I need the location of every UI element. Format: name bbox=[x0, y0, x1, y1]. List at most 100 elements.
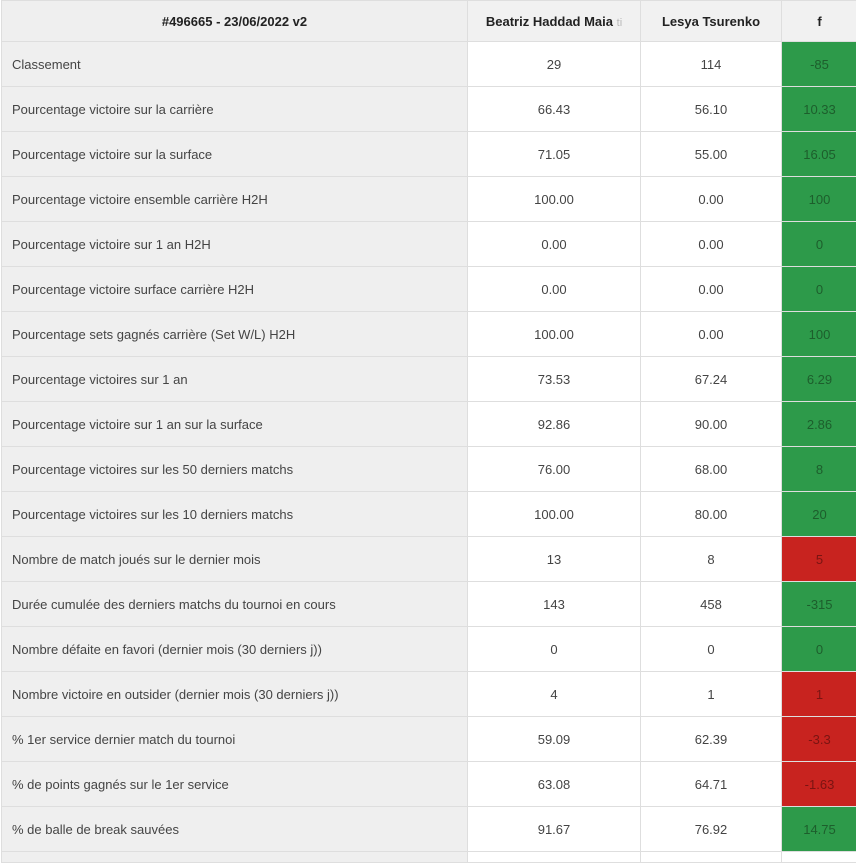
table-row: Nombre de match joués sur le dernier moi… bbox=[2, 537, 856, 582]
diff-value: -315 bbox=[782, 582, 856, 627]
diff-value: 2.86 bbox=[782, 402, 856, 447]
stat-label: Pourcentage victoire sur 1 an H2H bbox=[2, 222, 468, 267]
diff-header[interactable]: f bbox=[782, 1, 856, 42]
stat-label: Pourcentage victoires sur les 10 dernier… bbox=[2, 492, 468, 537]
table-row: Pourcentage victoire ensemble carrière H… bbox=[2, 177, 856, 222]
stat-label: Pourcentage victoire sur la carrière bbox=[2, 87, 468, 132]
player2-value: 0.00 bbox=[641, 267, 782, 312]
player1-overflow-text: ti bbox=[617, 17, 623, 29]
table-row: Pourcentage sets gagnés carrière (Set W/… bbox=[2, 312, 856, 357]
stat-label: % de points gagnés sur le 1er service bbox=[2, 762, 468, 807]
stat-label: Durée cumulée des derniers matchs du tou… bbox=[2, 582, 468, 627]
player1-value: 66.43 bbox=[468, 87, 641, 132]
table-row-partial bbox=[2, 852, 856, 863]
player1-value: 0.00 bbox=[468, 222, 641, 267]
diff-value: 100 bbox=[782, 177, 856, 222]
player1-value: 100.00 bbox=[468, 492, 641, 537]
player1-name: Beatriz Haddad Maia bbox=[486, 14, 613, 29]
player2-value: 76.92 bbox=[641, 807, 782, 852]
player1-value: 143 bbox=[468, 582, 641, 627]
table-row: Pourcentage victoires sur les 10 dernier… bbox=[2, 492, 856, 537]
player2-value: 0 bbox=[641, 627, 782, 672]
stat-label: Pourcentage victoire sur 1 an sur la sur… bbox=[2, 402, 468, 447]
diff-value: 100 bbox=[782, 312, 856, 357]
stat-label: Pourcentage victoire sur la surface bbox=[2, 132, 468, 177]
player2-value: 80.00 bbox=[641, 492, 782, 537]
stat-label: Pourcentage victoire ensemble carrière H… bbox=[2, 177, 468, 222]
player2-value: 90.00 bbox=[641, 402, 782, 447]
player2-value: 114 bbox=[641, 42, 782, 87]
diff-value: 0 bbox=[782, 267, 856, 312]
diff-value: 0 bbox=[782, 627, 856, 672]
stat-label: % de balle de break sauvées bbox=[2, 807, 468, 852]
stat-label: Pourcentage sets gagnés carrière (Set W/… bbox=[2, 312, 468, 357]
diff-value: -1.63 bbox=[782, 762, 856, 807]
diff-value: 6.29 bbox=[782, 357, 856, 402]
match-title: #496665 - 23/06/2022 v2 bbox=[162, 14, 307, 29]
player2-value: 68.00 bbox=[641, 447, 782, 492]
diff-value: 8 bbox=[782, 447, 856, 492]
player1-header[interactable]: Beatriz Haddad Maia ti bbox=[468, 1, 641, 42]
empty-cell bbox=[641, 852, 782, 863]
table-row: Pourcentage victoires sur les 50 dernier… bbox=[2, 447, 856, 492]
player2-value: 8 bbox=[641, 537, 782, 582]
stat-label: Nombre de match joués sur le dernier moi… bbox=[2, 537, 468, 582]
player2-value: 56.10 bbox=[641, 87, 782, 132]
table-row: Nombre victoire en outsider (dernier moi… bbox=[2, 672, 856, 717]
table-row: Pourcentage victoire surface carrière H2… bbox=[2, 267, 856, 312]
player2-header[interactable]: Lesya Tsurenko bbox=[641, 1, 782, 42]
player2-value: 64.71 bbox=[641, 762, 782, 807]
player1-value: 71.05 bbox=[468, 132, 641, 177]
table-row: Nombre défaite en favori (dernier mois (… bbox=[2, 627, 856, 672]
player1-value: 76.00 bbox=[468, 447, 641, 492]
player1-value: 29 bbox=[468, 42, 641, 87]
player1-value: 73.53 bbox=[468, 357, 641, 402]
player1-value: 63.08 bbox=[468, 762, 641, 807]
player2-value: 0.00 bbox=[641, 312, 782, 357]
diff-value: 16.05 bbox=[782, 132, 856, 177]
player2-value: 1 bbox=[641, 672, 782, 717]
stat-label: Pourcentage victoire surface carrière H2… bbox=[2, 267, 468, 312]
diff-value: 10.33 bbox=[782, 87, 856, 132]
diff-title: f bbox=[817, 14, 821, 29]
player1-value: 0 bbox=[468, 627, 641, 672]
match-header[interactable]: #496665 - 23/06/2022 v2 bbox=[2, 1, 468, 42]
player1-value: 91.67 bbox=[468, 807, 641, 852]
player1-value: 100.00 bbox=[468, 312, 641, 357]
diff-value: 5 bbox=[782, 537, 856, 582]
player1-value: 13 bbox=[468, 537, 641, 582]
empty-cell bbox=[468, 852, 641, 863]
table-row: Pourcentage victoire sur 1 an sur la sur… bbox=[2, 402, 856, 447]
player1-value: 92.86 bbox=[468, 402, 641, 447]
player2-value: 0.00 bbox=[641, 177, 782, 222]
stat-label: % 1er service dernier match du tournoi bbox=[2, 717, 468, 762]
player1-value: 59.09 bbox=[468, 717, 641, 762]
diff-value: 0 bbox=[782, 222, 856, 267]
empty-cell bbox=[782, 852, 856, 863]
player2-name: Lesya Tsurenko bbox=[662, 14, 760, 29]
stat-label: Nombre victoire en outsider (dernier moi… bbox=[2, 672, 468, 717]
player2-value: 0.00 bbox=[641, 222, 782, 267]
player2-value: 55.00 bbox=[641, 132, 782, 177]
player2-value: 67.24 bbox=[641, 357, 782, 402]
player2-value: 458 bbox=[641, 582, 782, 627]
diff-value: 20 bbox=[782, 492, 856, 537]
stat-label: Nombre défaite en favori (dernier mois (… bbox=[2, 627, 468, 672]
table-row: Durée cumulée des derniers matchs du tou… bbox=[2, 582, 856, 627]
stat-label: Pourcentage victoires sur les 50 dernier… bbox=[2, 447, 468, 492]
diff-value: 1 bbox=[782, 672, 856, 717]
player1-value: 4 bbox=[468, 672, 641, 717]
player2-value: 62.39 bbox=[641, 717, 782, 762]
empty-cell bbox=[2, 852, 468, 863]
player1-value: 100.00 bbox=[468, 177, 641, 222]
